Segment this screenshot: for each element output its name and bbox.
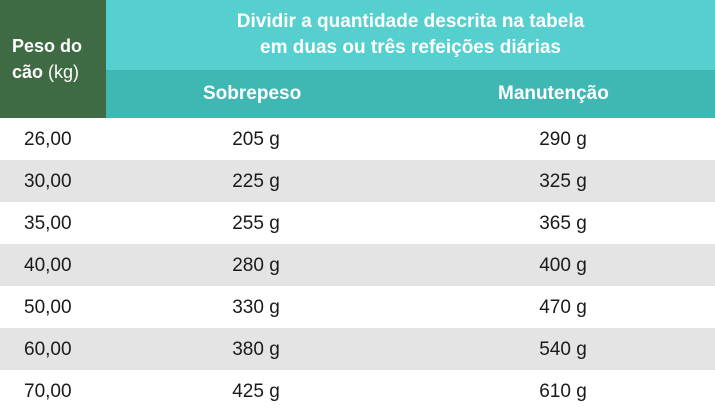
weight-cell: 26,00 xyxy=(24,129,72,150)
maintenance-cell: 365 g xyxy=(539,213,587,234)
overweight-cell: 225 g xyxy=(232,171,280,192)
table-row: 30,00 225 g 325 g xyxy=(0,160,715,202)
overweight-cell: 255 g xyxy=(232,213,280,234)
overweight-cell: 425 g xyxy=(232,381,280,402)
weight-cell: 60,00 xyxy=(24,339,72,360)
overweight-cell: 280 g xyxy=(232,255,280,276)
instruction-line-2: em duas ou três refeições diárias xyxy=(260,37,561,58)
weight-header-line2: cão (kg) xyxy=(12,59,106,85)
maintenance-cell: 610 g xyxy=(539,381,587,402)
maintenance-cell: 540 g xyxy=(539,339,587,360)
weight-cell: 50,00 xyxy=(24,297,72,318)
table-row: 60,00 380 g 540 g xyxy=(0,328,715,370)
overweight-cell: 380 g xyxy=(232,339,280,360)
instruction-header: Dividir a quantidade descrita na tabela … xyxy=(106,0,715,70)
table-row: 26,00 205 g 290 g xyxy=(0,118,715,160)
maintenance-cell: 325 g xyxy=(539,171,587,192)
weight-cell: 40,00 xyxy=(24,255,72,276)
weight-header-line1: Peso do xyxy=(12,36,83,56)
overweight-column-header: Sobrepeso xyxy=(203,83,302,104)
overweight-cell: 205 g xyxy=(232,129,280,150)
weight-cell: 70,00 xyxy=(24,381,72,402)
table-row: 70,00 425 g 610 g xyxy=(0,370,715,412)
weight-cell: 30,00 xyxy=(24,171,72,192)
weight-cell: 35,00 xyxy=(24,213,72,234)
maintenance-column-header: Manutenção xyxy=(498,83,609,104)
maintenance-cell: 400 g xyxy=(539,255,587,276)
overweight-cell: 330 g xyxy=(232,297,280,318)
table-row: 35,00 255 g 365 g xyxy=(0,202,715,244)
weight-column-header: Peso do cão (kg) xyxy=(0,0,106,118)
instruction-line-1: Dividir a quantidade descrita na tabela xyxy=(236,11,585,32)
weight-header-dog: cão xyxy=(12,62,44,82)
table-row: 50,00 330 g 470 g xyxy=(0,286,715,328)
maintenance-cell: 290 g xyxy=(539,129,587,150)
weight-header-unit: (kg) xyxy=(48,62,80,82)
table-body: 26,00 205 g 290 g 30,00 225 g 325 g 35,0… xyxy=(0,118,715,412)
subheader-row: Sobrepeso Manutenção xyxy=(106,70,715,118)
table-row: 40,00 280 g 400 g xyxy=(0,244,715,286)
maintenance-cell: 470 g xyxy=(539,297,587,318)
